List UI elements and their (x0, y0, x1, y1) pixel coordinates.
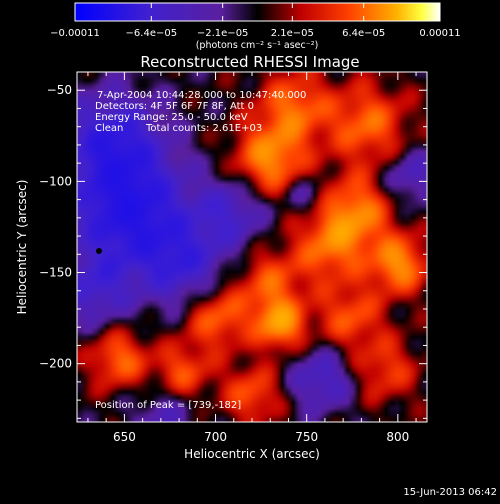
chart-title: Reconstructed RHESSI Image (140, 53, 359, 71)
footer-date: 15-Jun-2013 06:42 (403, 487, 497, 498)
annotation-peak: Position of Peak = [739,-182] (95, 400, 241, 411)
x-tick-label: 700 (204, 430, 227, 444)
colorbar-units: (photons cm⁻² s⁻¹ asec⁻²) (196, 40, 319, 51)
x-axis: 650 700 750 800 (87, 72, 417, 444)
y-tick-label: −200 (39, 357, 72, 371)
annotation-energy: Energy Range: 25.0 - 50.0 keV (95, 112, 248, 123)
peak-marker (96, 248, 102, 254)
colorbar-tick-label: 6.4e−05 (342, 28, 385, 39)
colorbar-tick-label: −0.00011 (50, 28, 100, 39)
heatmap-raster (77, 72, 427, 422)
y-tick-label: −100 (39, 174, 72, 188)
y-tick-label: −150 (39, 266, 72, 280)
x-tick-label: 650 (113, 430, 136, 444)
colorbar-tick-marks: −0.00011 −6.4e−05 −2.1e−05 2.1e−05 6.4e−05 0.… (50, 3, 461, 39)
annotation-algorithm: Clean (95, 123, 123, 134)
x-tick-label: 750 (295, 430, 318, 444)
y-axis: −50 −100 −150 −200 (39, 83, 427, 419)
annotation-time: 7-Apr-2004 10:44:28.000 to 10:47:40.000 (97, 90, 306, 101)
annotations: 7-Apr-2004 10:44:28.000 to 10:47:40.000 … (95, 90, 306, 411)
colorbar-tick-label: −2.1e−05 (197, 28, 249, 39)
x-axis-label: Heliocentric X (arcsec) (184, 447, 320, 461)
colorbar-tick-label: 0.00011 (419, 28, 460, 39)
x-tick-label: 800 (386, 430, 409, 444)
colorbar-tick-label: −6.4e−05 (126, 28, 178, 39)
y-tick-label: −50 (47, 83, 72, 97)
colorbar-gradient (74, 2, 441, 22)
colorbar-tick-label: 2.1e−05 (271, 28, 314, 39)
heatmap-image (77, 72, 427, 422)
colorbar: −0.00011 −6.4e−05 −2.1e−05 2.1e−05 6.4e−05 0.… (50, 2, 461, 51)
y-axis-label: Heliocentric Y (arcsec) (15, 180, 29, 315)
annotation-counts: Total counts: 2.61E+03 (145, 123, 262, 134)
annotation-detectors: Detectors: 4F 5F 6F 7F 8F, Att 0 (95, 101, 254, 112)
